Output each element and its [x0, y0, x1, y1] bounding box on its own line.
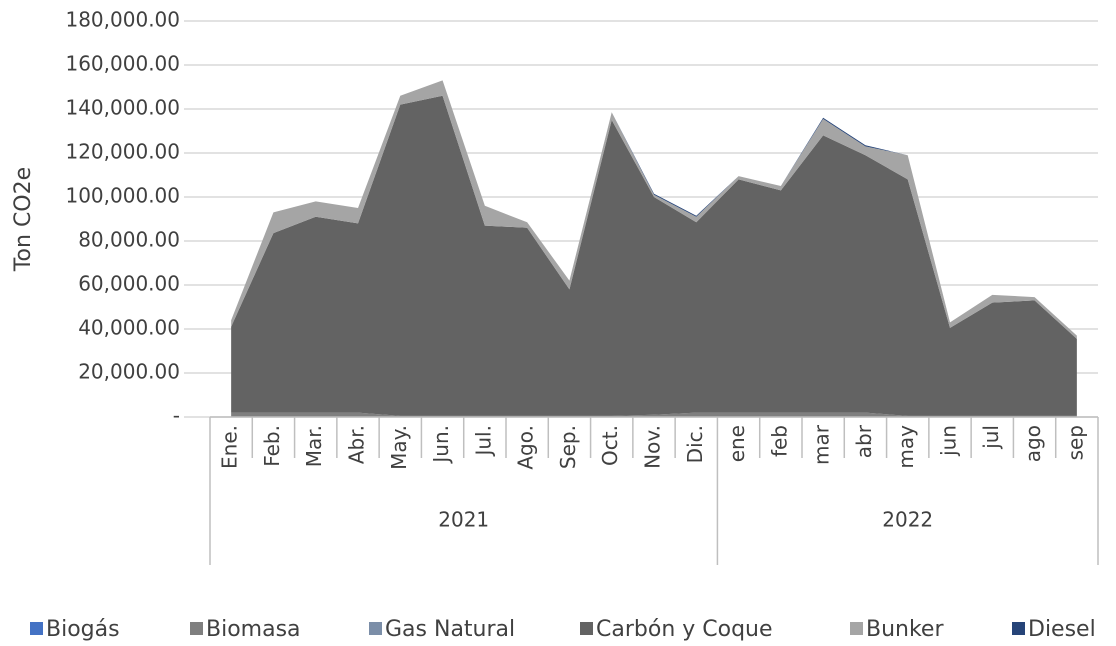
y-tick-label: 20,000.00 [78, 360, 180, 384]
y-tick-label: 140,000.00 [65, 96, 180, 120]
legend-label: Gas Natural [385, 617, 515, 642]
x-tick-label: jul [979, 425, 1003, 450]
x-tick-label: Jul. [471, 425, 495, 458]
group-label: 2021 [438, 508, 489, 532]
x-tick-label: Ago. [514, 425, 538, 470]
legend-swatch [190, 622, 203, 635]
legend-swatch [369, 622, 382, 635]
x-tick-label: may [894, 425, 918, 469]
y-tick-label: 80,000.00 [78, 228, 180, 252]
x-tick-label: Nov. [641, 425, 665, 469]
y-tick-label: 180,000.00 [65, 8, 180, 32]
x-tick-label: Feb. [260, 425, 284, 467]
x-tick-label: Sep. [556, 425, 580, 469]
y-tick-label: 100,000.00 [65, 184, 180, 208]
x-tick-label: ene [725, 425, 749, 462]
legend-label: Carbón y Coque [596, 617, 773, 642]
x-tick-label: Oct. [598, 425, 622, 466]
x-tick-label: mar [810, 424, 834, 465]
y-tick-label: 120,000.00 [65, 140, 180, 164]
x-tick-label: sep [1063, 425, 1087, 460]
group-label: 2022 [882, 508, 933, 532]
legend-label: Bunker [866, 617, 944, 642]
x-tick-label: Dic. [683, 425, 707, 463]
x-tick-label: May. [387, 425, 411, 470]
x-tick-label: abr [852, 424, 876, 458]
x-tick-label: Ene. [218, 425, 242, 469]
legend-label: Biogás [46, 617, 120, 642]
legend-label: Diesel [1028, 617, 1096, 642]
x-tick-label: Abr. [345, 425, 369, 464]
y-tick-label: 40,000.00 [78, 316, 180, 340]
y-tick-label: 60,000.00 [78, 272, 180, 296]
y-axis-label: Ton CO2e [11, 167, 36, 272]
x-tick-label: feb [767, 425, 791, 457]
y-tick-label: 160,000.00 [65, 52, 180, 76]
legend-swatch [850, 622, 863, 635]
legend-swatch [580, 622, 593, 635]
x-tick-label: Mar. [302, 425, 326, 467]
area [231, 95, 1077, 416]
legend-label: Biomasa [206, 617, 301, 642]
y-tick-label: - [173, 404, 180, 428]
x-tick-label: Jun. [429, 425, 453, 465]
x-tick-label: jun [937, 425, 961, 457]
x-tick-label: ago [1021, 425, 1045, 462]
legend-swatch [1012, 622, 1025, 635]
legend-swatch [30, 622, 43, 635]
